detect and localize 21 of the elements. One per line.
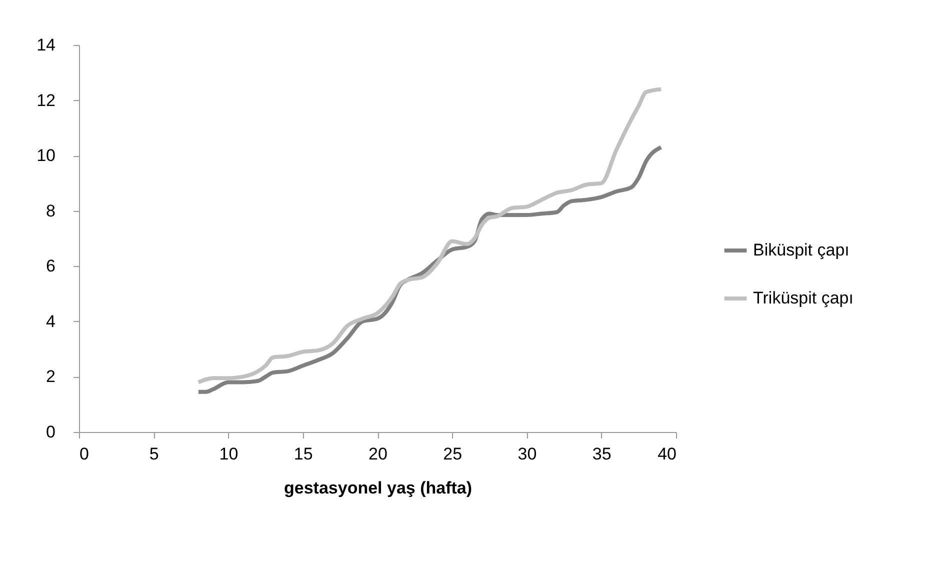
x-tick-label: 15 (294, 444, 313, 464)
y-tick-label: 10 (36, 146, 56, 166)
x-tick-label: 35 (592, 444, 612, 464)
x-axis-title: gestasyonel yaş (hafta) (284, 478, 472, 498)
y-tick-label: 2 (46, 367, 56, 386)
y-tick-label: 8 (46, 201, 56, 220)
x-tick-label: 10 (219, 444, 238, 464)
y-tick-label: 4 (46, 312, 56, 331)
y-tick-label: 14 (36, 36, 56, 54)
y-tick-label: 0 (46, 422, 56, 442)
legend-label: Triküspit çapı (753, 288, 854, 308)
y-tick-label: 12 (36, 90, 56, 110)
x-tick-label: 0 (80, 444, 89, 464)
x-tick-label: 20 (368, 444, 388, 464)
x-tick-label: 40 (658, 444, 676, 464)
line-series (196, 87, 664, 384)
legend-label: Biküspit çapı (753, 240, 850, 260)
x-tick-label: 30 (518, 444, 537, 464)
x-tick-label: 5 (149, 444, 159, 464)
x-tick-label: 25 (443, 444, 462, 464)
y-tick-label: 6 (46, 256, 56, 276)
